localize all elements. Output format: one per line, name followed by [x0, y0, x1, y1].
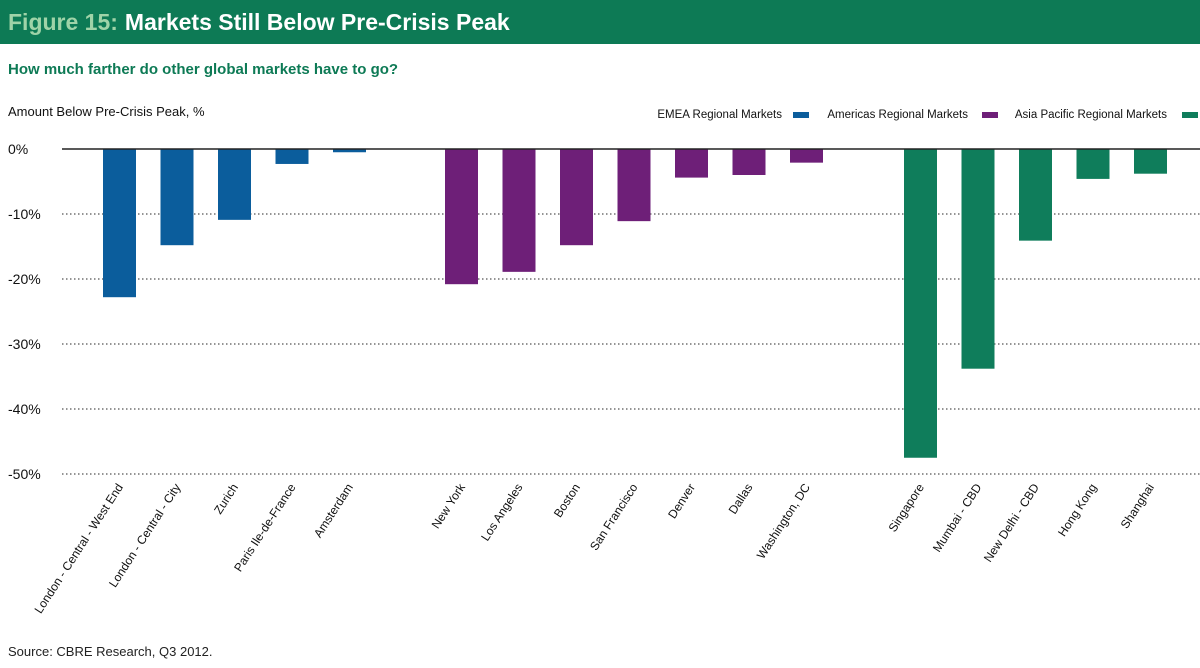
legend-swatch-americas-regional-markets	[982, 112, 998, 118]
y-tick-label: -10%	[8, 206, 41, 222]
bar-hong-kong	[1076, 149, 1110, 179]
bar-mumbai-cbd	[961, 149, 995, 369]
x-tick-label: New Delhi - CBD	[981, 481, 1042, 565]
figure-title: Markets Still Below Pre-Crisis Peak	[124, 8, 510, 35]
legend-label-emea-regional-markets: EMEA Regional Markets	[657, 109, 782, 121]
bar-washington-dc	[790, 149, 823, 163]
legend-label-americas-regional-markets: Americas Regional Markets	[827, 109, 968, 121]
bar-amsterdam	[333, 149, 366, 153]
bar-shanghai	[1134, 149, 1167, 174]
bar-london-central-city	[160, 149, 194, 246]
figure-header: Figure 15: Markets Still Below Pre-Crisi…	[0, 0, 1200, 44]
figure-number: Figure 15:	[8, 8, 118, 35]
bar-zurich	[218, 149, 251, 220]
x-tick-label: Dallas	[726, 481, 756, 517]
bar-new-york	[445, 149, 478, 285]
x-tick-label: Paris Ile-de-France	[231, 481, 298, 574]
bar-los-angeles	[502, 149, 536, 272]
y-tick-label: -30%	[8, 336, 41, 352]
x-tick-label: Hong Kong	[1055, 481, 1099, 539]
legend-swatch-emea-regional-markets	[793, 112, 809, 118]
bar-chart: 0% -10% -20% -30% -40% -50%London - Central -…	[8, 109, 1200, 616]
legend-label-asia-pacific-regional-markets: Asia Pacific Regional Markets	[1015, 109, 1167, 121]
x-tick-label: Washington, DC	[754, 481, 813, 562]
x-tick-label: San Francisco	[587, 481, 641, 553]
x-tick-label: Shanghai	[1118, 481, 1157, 531]
y-axis-label: Amount Below Pre-Crisis Peak, %	[8, 104, 205, 119]
x-tick-label: Mumbai - CBD	[930, 481, 985, 555]
bar-new-delhi-cbd	[1019, 149, 1052, 241]
bar-london-central-west-end	[103, 149, 136, 298]
source-note: Source: CBRE Research, Q3 2012.	[8, 644, 213, 659]
x-tick-label: Zurich	[211, 481, 241, 517]
bar-singapore	[904, 149, 937, 458]
bar-denver	[675, 149, 708, 178]
x-tick-label: Denver	[665, 481, 698, 521]
bar-dallas	[732, 149, 766, 175]
bar-boston	[560, 149, 593, 246]
y-tick-label: -50%	[8, 466, 41, 482]
x-tick-label: London - Central - West End	[32, 481, 126, 616]
y-tick-label: -20%	[8, 271, 41, 287]
bar-san-francisco	[617, 149, 651, 222]
x-tick-label: Amsterdam	[311, 481, 356, 540]
y-tick-label: -40%	[8, 401, 41, 417]
x-tick-label: Los Angeles	[478, 481, 525, 543]
x-tick-label: Boston	[551, 481, 583, 520]
x-tick-label: New York	[429, 480, 469, 531]
chart-subtitle: How much farther do other global markets…	[8, 61, 399, 78]
bar-paris-ile-de-france	[275, 149, 309, 164]
legend-swatch-asia-pacific-regional-markets	[1182, 112, 1198, 118]
x-tick-label: Singapore	[885, 481, 927, 535]
y-tick-label: 0%	[8, 141, 28, 157]
